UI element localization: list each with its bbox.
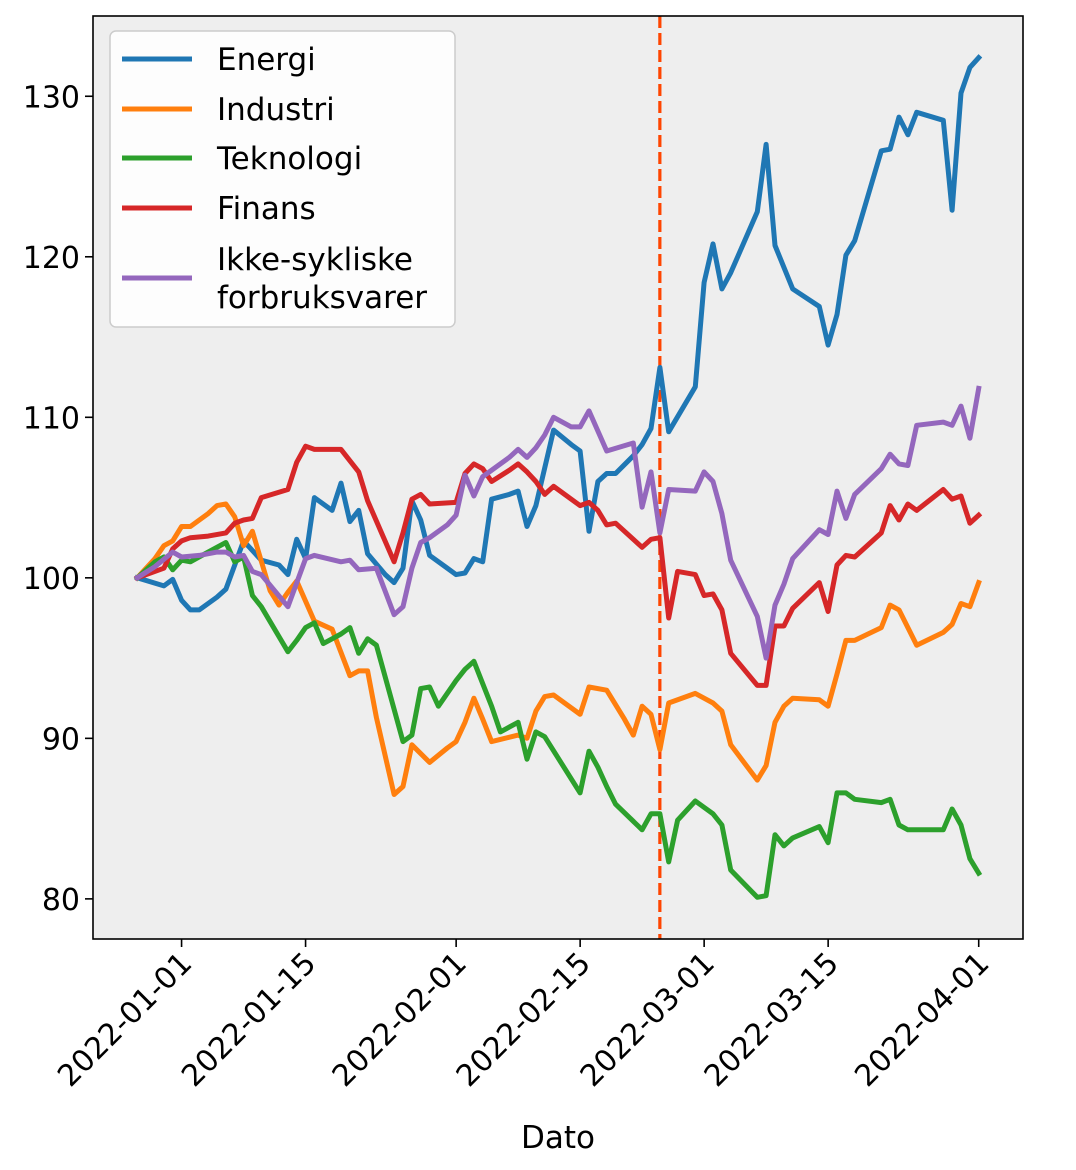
- y-tick-label: 130: [23, 80, 80, 115]
- legend-label-line: Teknologi: [216, 141, 362, 177]
- legend-label-1: Industri: [217, 92, 335, 128]
- y-tick-label: 100: [23, 562, 80, 597]
- legend-label-line: Industri: [217, 92, 335, 128]
- series-line-4: [133, 385, 982, 661]
- legend: Energi Industri Teknologi Finans Ikke-syklis…: [109, 30, 456, 328]
- legend-label-4: Ikke-sykliske forbruksvarer: [217, 242, 427, 316]
- x-tick-label: 2022-04-01: [848, 946, 996, 1094]
- legend-label-0: Energi: [217, 42, 316, 78]
- legend-label-line: Finans: [217, 191, 316, 227]
- series-line-0: [134, 54, 983, 613]
- y-tick-label: 120: [23, 241, 80, 276]
- x-axis-label: Dato: [521, 1120, 595, 1156]
- series-line-3: [134, 443, 983, 688]
- series-line-2: [133, 540, 983, 900]
- legend-box: [109, 30, 456, 328]
- legend-label-2: Teknologi: [216, 141, 362, 177]
- y-tick-label: 110: [23, 401, 80, 436]
- plot-frame: [92, 15, 1024, 940]
- legend-label-line: forbruksvarer: [217, 280, 427, 316]
- x-tick-label: 2022-03-15: [698, 946, 846, 1094]
- y-tick-label: 90: [42, 722, 80, 757]
- legend-label-line: Ikke-sykliske: [217, 242, 413, 278]
- y-axis: 80 90 100 110 120 130: [23, 80, 93, 918]
- series-layer: [133, 54, 983, 900]
- legend-label-3: Finans: [217, 191, 316, 227]
- x-tick-label: 2022-01-15: [175, 946, 323, 1094]
- y-tick-label: 80: [42, 883, 80, 918]
- series-line-1: [133, 501, 982, 797]
- legend-label-line: Energi: [217, 42, 316, 78]
